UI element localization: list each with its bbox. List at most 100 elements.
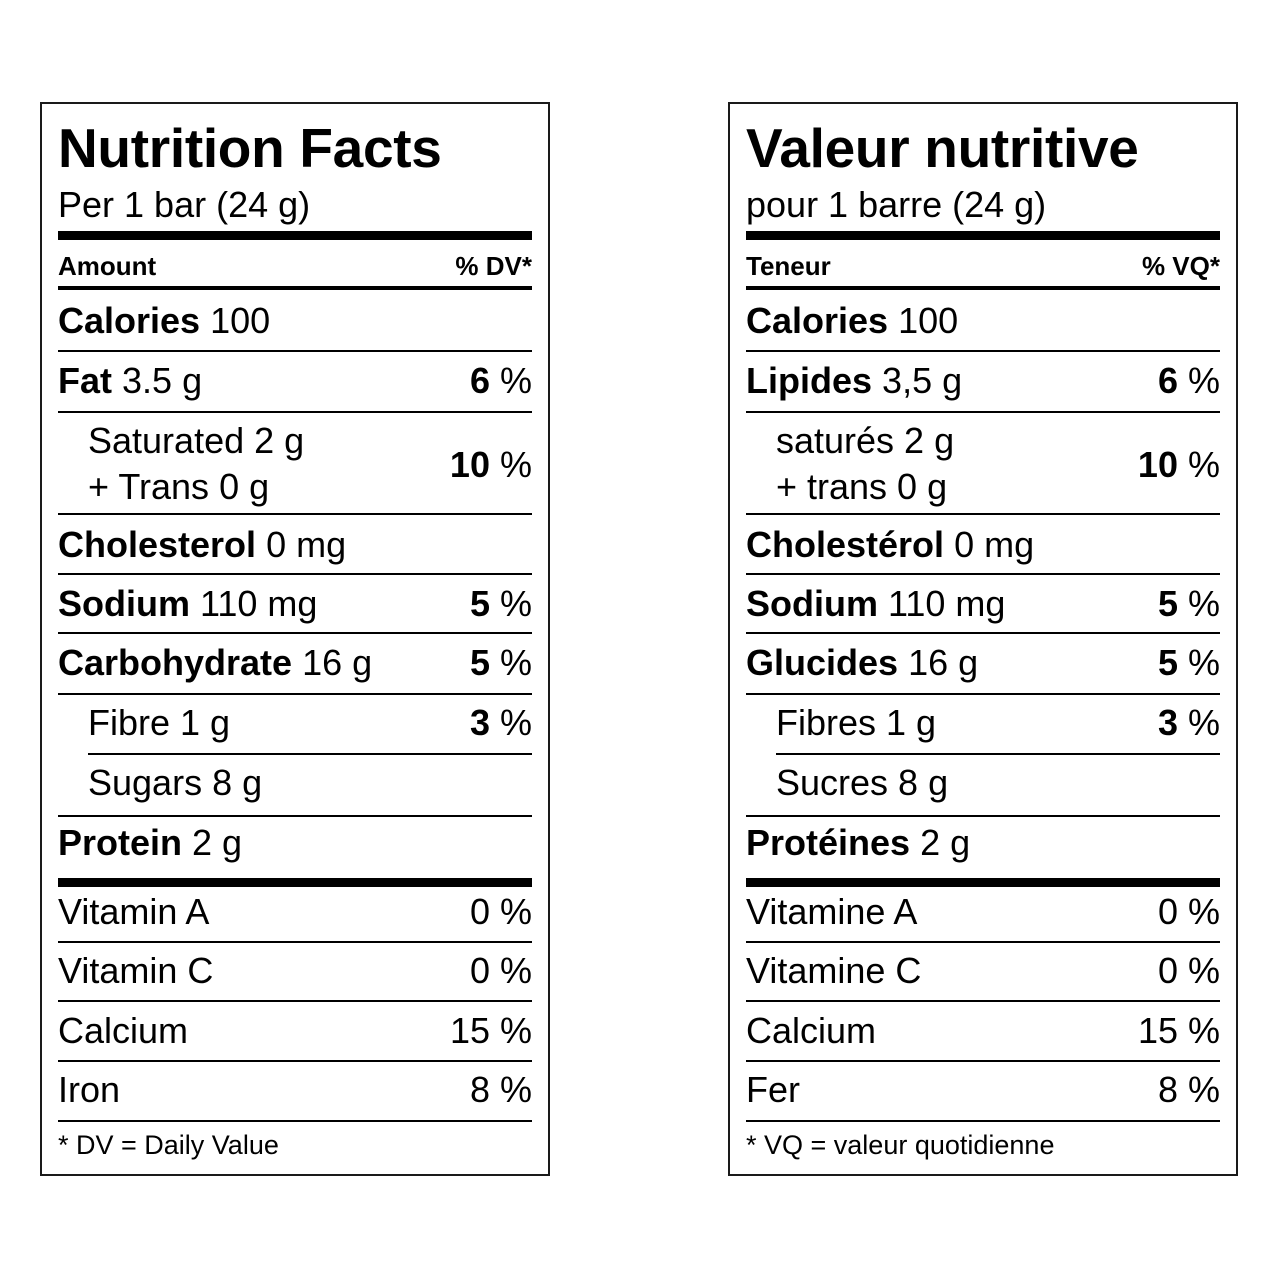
saturated-trans-row: Saturated 2 g + Trans 0 g 10 % <box>58 420 532 512</box>
sodium-dv: 5 <box>1157 583 1178 624</box>
fibre-dv: 3 <box>469 702 490 743</box>
carb-amount: 16 g <box>302 642 373 683</box>
sodium-amount: 110 mg <box>888 583 1006 624</box>
calcium-label: Calcium <box>746 1010 877 1051</box>
calories-label: Calories <box>746 300 889 341</box>
row-divider <box>746 350 1220 352</box>
footnote: * VQ = valeur quotidienne <box>746 1130 1055 1160</box>
thick-divider <box>58 878 532 887</box>
row-divider <box>58 573 532 575</box>
fibre-line: Fibre 1 g <box>88 702 231 743</box>
fibre-dv: 3 <box>1157 702 1178 743</box>
row-divider <box>58 350 532 352</box>
fat-amount: 3.5 g <box>122 360 203 401</box>
vitamin-c-label: Vitamin C <box>58 950 214 991</box>
row-divider <box>88 753 532 755</box>
row-divider <box>58 693 532 695</box>
iron-label: Iron <box>58 1069 121 1110</box>
percent-sign: % <box>499 583 532 624</box>
row-divider <box>746 941 1220 943</box>
saturated-line: saturés 2 g <box>776 420 955 461</box>
sodium-dv: 5 <box>469 583 490 624</box>
footnote: * DV = Daily Value <box>58 1130 279 1160</box>
row-divider <box>746 411 1220 413</box>
saturated-line: Saturated 2 g <box>88 420 305 461</box>
vitamin-c-dv: 0 % <box>469 950 532 991</box>
serving-size: pour 1 barre (24 g) <box>746 184 1047 225</box>
carb-label: Glucides <box>746 642 899 683</box>
amount-header: Teneur <box>746 251 831 281</box>
row-divider <box>58 411 532 413</box>
row-divider <box>746 815 1220 817</box>
calories-label: Calories <box>58 300 201 341</box>
fat-label: Fat <box>58 360 112 401</box>
percent-sign: % <box>1187 642 1220 683</box>
row-divider <box>58 815 532 817</box>
thick-divider <box>58 231 532 240</box>
iron-dv: 8 % <box>469 1069 532 1110</box>
trans-line: + Trans 0 g <box>88 466 270 507</box>
row-divider <box>746 573 1220 575</box>
vitamin-c-label: Vitamine C <box>746 950 922 991</box>
cholesterol-label: Cholesterol <box>58 524 257 565</box>
dv-header: % DV* <box>455 251 532 281</box>
row-divider <box>776 753 1220 755</box>
sodium-label: Sodium <box>58 583 190 624</box>
calories-value: 100 <box>210 300 271 341</box>
protein-label: Protein <box>58 822 183 863</box>
serving-size: Per 1 bar (24 g) <box>58 184 311 225</box>
sodium-amount: 110 mg <box>200 583 318 624</box>
trans-line: + trans 0 g <box>776 466 948 507</box>
nutrition-facts-panel-fr: Valeur nutritive pour 1 barre (24 g) Ten… <box>728 102 1238 1176</box>
vitamin-a-label: Vitamine A <box>746 891 918 932</box>
protein-amount: 2 g <box>192 822 243 863</box>
panel-title: Valeur nutritive <box>746 117 1139 179</box>
percent-sign: % <box>1187 444 1220 485</box>
header-divider <box>746 286 1220 290</box>
panel-title: Nutrition Facts <box>58 117 442 179</box>
calcium-label: Calcium <box>58 1010 189 1051</box>
percent-sign: % <box>499 360 532 401</box>
vitamin-a-dv: 0 % <box>469 891 532 932</box>
protein-label: Protéines <box>746 822 911 863</box>
calcium-dv: 15 % <box>449 1010 532 1051</box>
fat-amount: 3,5 g <box>882 360 963 401</box>
percent-sign: % <box>499 444 532 485</box>
calcium-dv: 15 % <box>1137 1010 1220 1051</box>
thick-divider <box>746 231 1220 240</box>
dv-header: % VQ* <box>1141 251 1220 281</box>
column-header: Amount % DV* <box>58 249 532 283</box>
fat-label: Lipides <box>746 360 873 401</box>
sugars-line: Sugars 8 g <box>88 762 263 803</box>
cholesterol-amount: 0 mg <box>266 524 347 565</box>
percent-sign: % <box>499 702 532 743</box>
sat-trans-dv: 10 <box>449 444 490 485</box>
percent-sign: % <box>1187 702 1220 743</box>
sat-trans-dv: 10 <box>1137 444 1178 485</box>
row-divider <box>746 1060 1220 1062</box>
column-header: Teneur % VQ* <box>746 249 1220 283</box>
thick-divider <box>746 878 1220 887</box>
fat-dv: 6 <box>469 360 490 401</box>
row-divider <box>746 632 1220 634</box>
iron-label: Fer <box>746 1069 800 1110</box>
percent-sign: % <box>499 642 532 683</box>
percent-sign: % <box>1187 360 1220 401</box>
carb-amount: 16 g <box>908 642 979 683</box>
fat-dv: 6 <box>1157 360 1178 401</box>
protein-amount: 2 g <box>920 822 971 863</box>
row-divider <box>746 513 1220 515</box>
row-divider <box>746 1120 1220 1122</box>
row-divider <box>58 632 532 634</box>
row-divider <box>58 1060 532 1062</box>
sugars-line: Sucres 8 g <box>776 762 949 803</box>
row-divider <box>58 1120 532 1122</box>
amount-header: Amount <box>58 251 157 281</box>
row-divider <box>746 693 1220 695</box>
cholesterol-label: Cholestérol <box>746 524 945 565</box>
saturated-trans-row: saturés 2 g + trans 0 g 10 % <box>746 420 1220 512</box>
vitamin-a-dv: 0 % <box>1157 891 1220 932</box>
vitamin-a-label: Vitamin A <box>58 891 210 932</box>
percent-sign: % <box>1187 583 1220 624</box>
carb-label: Carbohydrate <box>58 642 293 683</box>
